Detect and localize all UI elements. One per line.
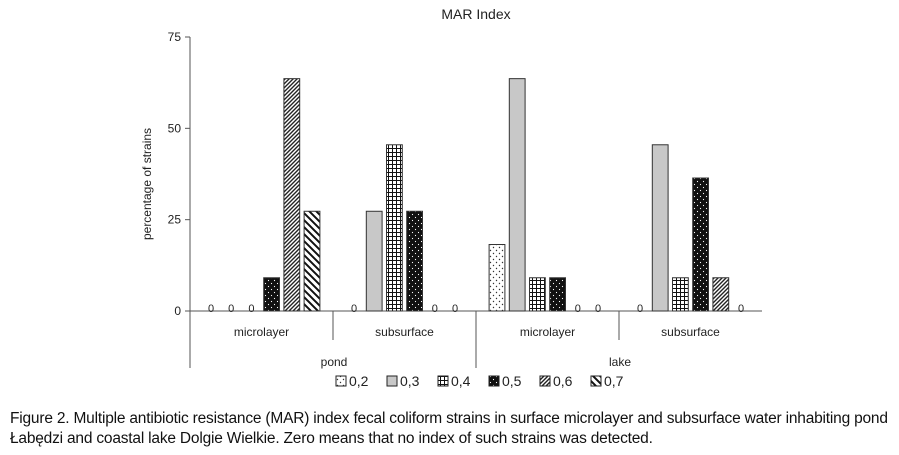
zero-value-label: 0 bbox=[637, 303, 643, 315]
group-label: lake bbox=[609, 355, 631, 369]
bar-0-4-pond-subsurface bbox=[386, 144, 403, 312]
bar-0-3-lake-subsurface bbox=[651, 144, 669, 312]
zero-value-label: 0 bbox=[228, 303, 234, 315]
legend-label: 0,4 bbox=[451, 373, 471, 389]
legend-swatch bbox=[590, 375, 602, 387]
group-label: pond bbox=[321, 355, 348, 369]
zero-labels: 0 0 0 0 0 0 0 0 0 0 bbox=[208, 303, 744, 315]
bar-0-2-lake-microlayer bbox=[488, 244, 506, 312]
zero-value-label: 0 bbox=[595, 303, 601, 315]
bar-0-7-pond-microlayer bbox=[303, 210, 321, 312]
mar-index-chart: MAR Index 0 25 50 75 microlayer subsurface mic… bbox=[140, 6, 762, 389]
bar-0-5-pond-subsurface bbox=[406, 210, 424, 312]
bar-0-5-pond-microlayer bbox=[263, 277, 281, 312]
legend: 0,2 0,3 0,4 0,5 0,6 0,7 bbox=[335, 373, 624, 389]
category-label: subsurface bbox=[375, 325, 434, 339]
zero-value-label: 0 bbox=[738, 303, 744, 315]
legend-label: 0,6 bbox=[553, 373, 573, 389]
zero-value-label: 0 bbox=[575, 303, 581, 315]
legend-label: 0,7 bbox=[604, 373, 624, 389]
y-tick-label: 50 bbox=[168, 121, 182, 135]
legend-swatch bbox=[335, 375, 347, 387]
y-tick-label: 75 bbox=[168, 30, 182, 44]
bar-0-4-lake-microlayer bbox=[529, 277, 546, 312]
bar-0-3-lake-microlayer bbox=[508, 78, 526, 312]
legend-item: 0,5 bbox=[488, 373, 522, 389]
bar-0-4-lake-subsurface bbox=[672, 277, 689, 312]
y-axis-label: percentage of strains bbox=[140, 128, 154, 240]
zero-value-label: 0 bbox=[208, 303, 214, 315]
zero-value-label: 0 bbox=[351, 303, 357, 315]
category-label: subsurface bbox=[661, 325, 720, 339]
chart-title: MAR Index bbox=[441, 6, 510, 22]
legend-label: 0,2 bbox=[349, 373, 369, 389]
bars bbox=[263, 78, 730, 312]
category-label: microlayer bbox=[520, 325, 575, 339]
zero-value-label: 0 bbox=[432, 303, 438, 315]
axes: 0 25 50 75 microlayer subsurface microlayer sub… bbox=[168, 30, 762, 369]
bar-0-6-lake-subsurface bbox=[712, 277, 730, 312]
legend-swatch bbox=[539, 375, 551, 387]
bar-0-6-pond-microlayer bbox=[283, 78, 301, 312]
figure-caption: Figure 2. Multiple antibiotic resistance… bbox=[10, 410, 888, 447]
legend-label: 0,3 bbox=[400, 373, 420, 389]
bar-0-3-pond-subsurface bbox=[365, 210, 383, 312]
legend-swatch bbox=[437, 375, 449, 387]
legend-item: 0,2 bbox=[335, 373, 369, 389]
bar-0-5-lake-subsurface bbox=[692, 177, 710, 312]
legend-item: 0,3 bbox=[386, 373, 420, 389]
legend-item: 0,6 bbox=[539, 373, 573, 389]
bar-0-5-lake-microlayer bbox=[549, 277, 567, 312]
legend-label: 0,5 bbox=[502, 373, 522, 389]
legend-swatch bbox=[488, 375, 500, 387]
zero-value-label: 0 bbox=[452, 303, 458, 315]
legend-item: 0,4 bbox=[437, 373, 471, 389]
category-label: microlayer bbox=[234, 325, 289, 339]
zero-value-label: 0 bbox=[248, 303, 254, 315]
legend-item: 0,7 bbox=[590, 373, 624, 389]
legend-swatch bbox=[386, 375, 398, 387]
y-tick-label: 25 bbox=[168, 213, 182, 227]
y-tick-label: 0 bbox=[174, 304, 181, 318]
